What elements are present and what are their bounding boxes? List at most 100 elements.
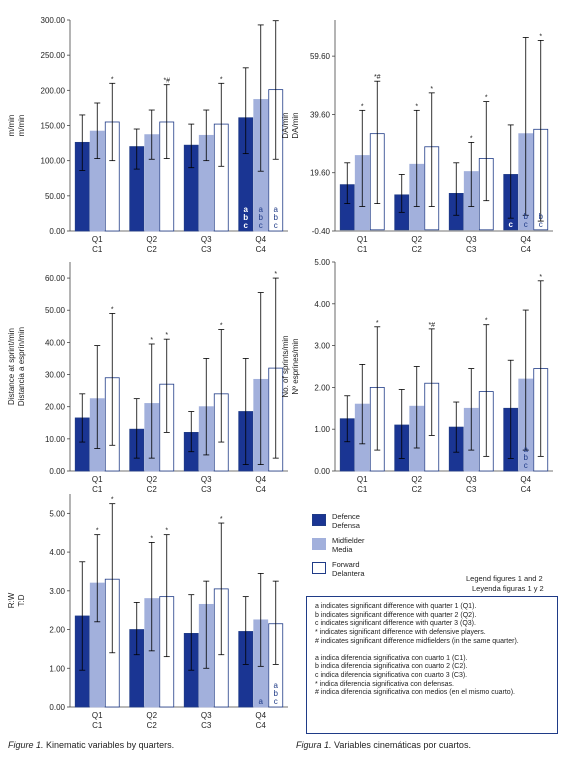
note-en-b: b indicates significant difference with …: [315, 611, 477, 619]
chart4-xtick-label-1-en: Q1: [357, 475, 368, 484]
chart3-ytick-label-1: 10.00: [45, 435, 66, 444]
chart5-annotation-0: *: [96, 528, 99, 535]
chart1-annotation-3-line-2: c: [244, 221, 249, 230]
chart1-ytick-label-0: 0.00: [49, 227, 65, 236]
chart3-ytick-label-4: 40.00: [45, 338, 66, 347]
chart5-ylabel-1: R:W: [7, 592, 16, 608]
chart3-xtick-label-4-en: Q4: [255, 475, 266, 484]
legend-label-forward-es: Delantera: [332, 569, 365, 578]
chart3-ytick-label-2: 20.00: [45, 403, 66, 412]
chart2-ytick-label-0: -0.40: [312, 227, 331, 236]
chart4-xtick-label-2-en: Q2: [411, 475, 422, 484]
chart2-ytick-label-2: 39.60: [310, 110, 331, 119]
chart4-ytick-label-0: 0.00: [314, 467, 330, 476]
chart3-xtick-label-1-es: C1: [92, 485, 103, 494]
chart2-annotation-8-line-0: b: [524, 212, 529, 221]
chart4-xtick-label-3-en: Q3: [466, 475, 477, 484]
note-es-b: b indica diferencia significativa con cu…: [315, 663, 468, 671]
chart5-annotation-6-line-1: b: [274, 689, 279, 698]
note-en-star: * indicates significant difference with …: [315, 629, 486, 637]
chart5-annotation-2: *: [150, 535, 153, 542]
chart1-ylabel-2: m/min: [17, 115, 26, 137]
chart3-ytick-label-3: 30.00: [45, 371, 66, 380]
note-en-hash: # indicates significant difference midfi…: [315, 637, 519, 645]
chart3-xtick-label-3-en: Q3: [201, 475, 212, 484]
chart1-annotation-2: *: [220, 76, 223, 83]
chart5-ytick-label-3: 3.00: [49, 587, 65, 596]
chart2-annotation-0: *: [361, 103, 364, 110]
legend-swatch-defence: [312, 514, 326, 526]
chart1-annotation-3-line-1: b: [243, 213, 248, 222]
chart1-ytick-label-5: 250.00: [41, 51, 66, 60]
chart3-xtick-label-2-es: C2: [147, 485, 158, 494]
chart2-annotation-3: *: [430, 86, 433, 93]
chart2-annotation-4: *: [470, 135, 473, 142]
chart3-annotation-4: *: [274, 271, 277, 278]
chart1-annotation-4-line-2: c: [259, 221, 263, 230]
chart3-ylabel-2: Distancia a esprín/min: [17, 327, 26, 406]
chart4-ytick-label-5: 5.00: [314, 258, 330, 267]
chart2-annotation-1: *#: [374, 74, 381, 81]
chart4-xtick-label-3-es: C3: [466, 485, 477, 494]
chart5-annotation-5-line-0: a: [259, 697, 264, 706]
chart4-annotation-4-line-2: c: [524, 461, 528, 470]
chart2-annotation-5: *: [485, 95, 488, 102]
chart5-xtick-label-4-es: C4: [256, 721, 267, 730]
chart4-annotation-4-line-0: a: [524, 445, 529, 454]
chart4-ytick-label-3: 3.00: [314, 342, 330, 351]
chart4-annotation-2: *: [485, 318, 488, 325]
chart1-annotation-4-line-1: b: [259, 213, 264, 222]
chart2-xtick-label-3-es: C3: [466, 245, 477, 254]
chart1-xtick-label-3-en: Q3: [201, 235, 212, 244]
chart5-xtick-label-3-en: Q3: [201, 711, 212, 720]
chart4-ytick-label-1: 1.00: [314, 425, 330, 434]
legend-title-en: Legend figures 1 and 2: [466, 574, 543, 583]
chart1-xtick-label-1-es: C1: [92, 245, 103, 254]
chart2-annotation-2: *: [415, 103, 418, 110]
chart1-xtick-label-3-es: C3: [201, 245, 212, 254]
legend-label-defence-en: Defence: [332, 512, 360, 521]
chart1-annotation-3-line-0: a: [244, 205, 249, 214]
chart5-annotation-1: *: [111, 497, 114, 504]
chart4-xtick-label-4-en: Q4: [520, 475, 531, 484]
chart3-ytick-label-0: 0.00: [49, 467, 65, 476]
chart1-ytick-label-1: 50.00: [45, 192, 66, 201]
chart2-ylabel-1: DA/min: [281, 112, 290, 138]
chart3-xtick-label-1-en: Q1: [92, 475, 103, 484]
chart1-annotation-4-line-0: a: [259, 205, 264, 214]
chart4-ylabel-2: Nº esprines/min: [291, 338, 300, 394]
chart5-ytick-label-2: 2.00: [49, 626, 65, 635]
chart2-xtick-label-1-es: C1: [357, 245, 368, 254]
chart1-annotation-5-line-2: c: [274, 221, 278, 230]
chart1-ytick-label-3: 150.00: [41, 122, 66, 131]
chart5-annotation-6-line-2: c: [274, 697, 278, 706]
chart5-ytick-label-4: 4.00: [49, 548, 65, 557]
chart5-annotation-6-line-0: a: [274, 681, 279, 690]
chart2-xtick-label-1-en: Q1: [357, 235, 368, 244]
chart1-annotation-1: *#: [163, 78, 170, 85]
chart3-annotation-1: *: [150, 337, 153, 344]
chart3-annotation-0: *: [111, 306, 114, 313]
chart3-annotation-3: *: [220, 323, 223, 330]
chart2-xtick-label-2-es: C2: [412, 245, 423, 254]
chart4-ytick-label-4: 4.00: [314, 300, 330, 309]
note-es-hash: # indica diferencia significativa con me…: [315, 689, 515, 697]
note-es-a: a indica diferencia significativa con cu…: [315, 654, 468, 662]
chart5-annotation-3: *: [165, 528, 168, 535]
caption-es-text: Variables cinemáticas por cuartos.: [334, 740, 471, 750]
chart5-xtick-label-1-es: C1: [92, 721, 103, 730]
note-es-c: c indica diferencia significativa con cu…: [315, 671, 468, 679]
chart1-xtick-label-2-en: Q2: [146, 235, 157, 244]
chart2-annotation-9-line-0: b: [539, 212, 544, 221]
chart4-annotation-0: *: [376, 320, 379, 327]
legend-swatch-forward: [312, 562, 326, 574]
legend-title: Legend figures 1 and 2 Leyenda figuras 1…: [466, 574, 544, 594]
caption-en: Figure 1. Kinematic variables by quarter…: [8, 740, 174, 750]
legend-label-midfielder-es: Media: [332, 545, 353, 554]
chart1-xtick-label-4-es: C4: [256, 245, 267, 254]
chart2-ytick-label-1: 19.60: [310, 169, 331, 178]
chart3-ylabel-1: Distance at sprint/min: [7, 328, 16, 405]
chart4-annotation-3: *: [539, 274, 542, 281]
chart1-annotation-5-line-0: a: [274, 205, 279, 214]
